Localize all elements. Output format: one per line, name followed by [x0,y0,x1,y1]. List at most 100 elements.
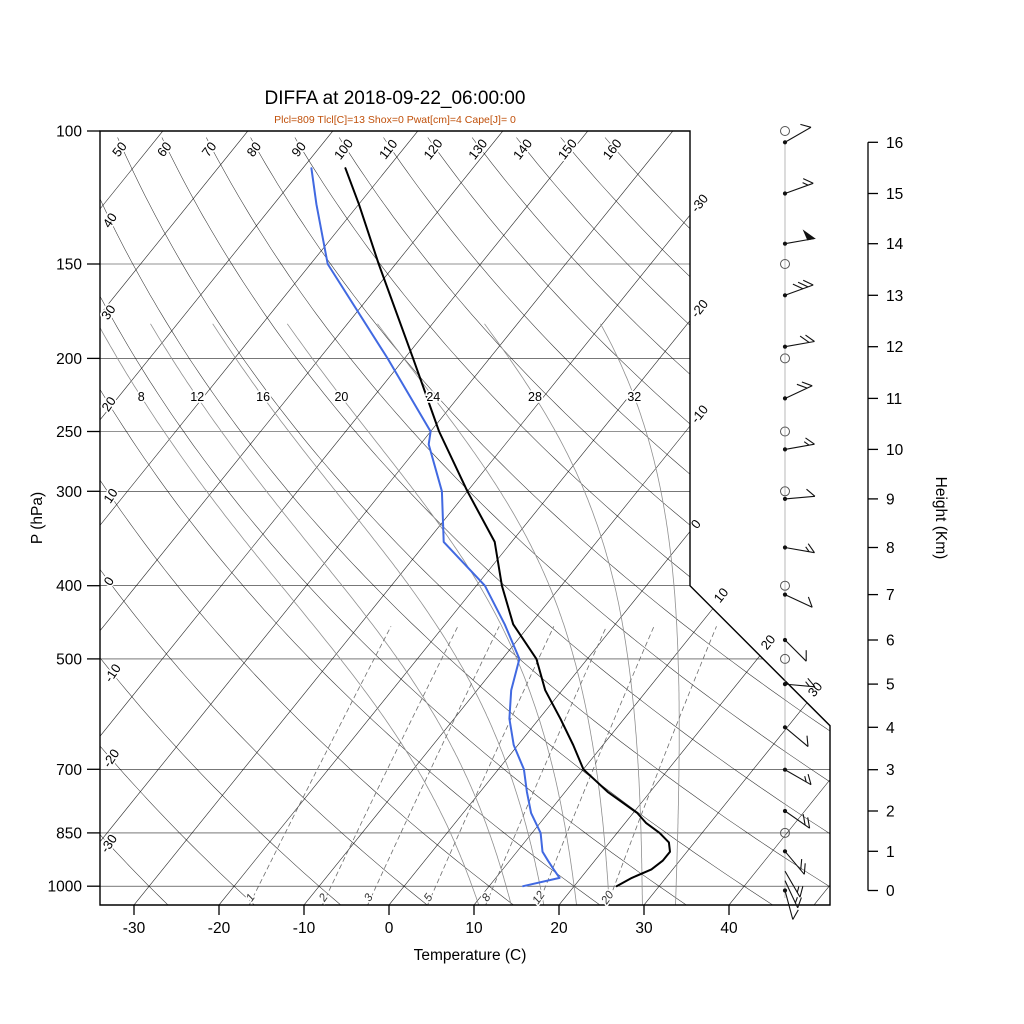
level-circle [780,126,790,136]
height-tick-label: 8 [886,540,895,557]
pressure-tick-label: 200 [56,351,82,368]
height-tick-label: 6 [886,633,895,650]
wind-barb-column [780,123,816,920]
wind-barb [784,543,815,554]
dry-adiabat-grid [100,137,830,905]
height-tick-label: 13 [886,288,903,305]
height-tick-label: 9 [886,491,895,508]
level-dot [782,808,788,814]
temperature-tick-label: 20 [550,920,568,937]
height-tick-label: 16 [886,135,903,152]
mixing-ratio-label: 2 [317,891,331,904]
dry-adiabat-label: 130 [465,136,490,162]
height-tick-label: 12 [886,339,903,356]
dry-adiabat-label: 140 [510,136,535,162]
level-dot [782,496,788,501]
level-dot [782,140,788,145]
isotherm-label: 10 [711,585,732,606]
temperature-curve [344,167,671,888]
pressure-tick-label: 150 [56,257,82,274]
dewpoint-curve [310,167,561,888]
level-dot [782,888,788,893]
pressure-tick-label: 100 [56,124,82,141]
mixing-ratio-label: 3 [362,891,376,904]
wind-barb [784,334,815,348]
wind-barb [784,677,816,688]
isotherm-label: -20 [688,296,711,320]
level-dot [782,592,788,597]
height-tick-label: 10 [886,442,904,459]
dry-adiabat-label: 120 [420,136,445,162]
pressure-tick-label: 300 [56,484,82,501]
moist-adiabat-grid [100,323,680,905]
level-dot [782,344,788,349]
dry-adiabat-label: 110 [376,136,401,162]
isotherm-label: 30 [805,679,826,700]
level-dot [782,637,788,643]
temperature-tick-label: -10 [293,920,316,937]
isotherm-label: -30 [688,191,711,215]
mixing-ratio-label: 1 [244,892,258,904]
level-circle [780,426,790,437]
height-tick-label: 14 [886,236,904,253]
wind-barb [784,639,807,662]
dry-adiabat-label: 50 [109,139,130,160]
dry-adiabat-label: 20 [98,394,119,414]
moist-adiabat-label: 32 [627,390,641,404]
level-circle [780,259,790,269]
wind-barb [784,437,815,450]
level-circle [780,827,790,838]
wind-barb [784,850,806,875]
plot-frame [99,130,831,906]
wind-barb [784,769,812,786]
wind-barb [784,178,814,195]
temperature-tick-label: -30 [123,920,146,937]
chart-subtitle: Plcl=809 Tlcl[C]=13 Shox=0 Pwat[cm]=4 Ca… [274,114,516,126]
level-circle [780,580,790,591]
temperature-tick-label: 40 [720,920,738,937]
level-circle [780,486,790,497]
level-dot [782,447,788,452]
pressure-tick-label: 250 [56,424,82,441]
moist-adiabat-label: 12 [190,390,204,404]
dry-adiabat-label: 100 [331,136,356,162]
wind-barb [784,381,813,399]
moist-adiabat-label: 20 [334,390,348,404]
pressure-tick-label: 700 [56,762,82,779]
pressure-tick-label: 500 [56,651,82,668]
wind-barb [784,890,799,920]
mixing-ratio-label: 8 [480,891,494,904]
wind-barb [784,279,814,296]
height-axis-label: Height (Km) [932,477,949,560]
level-dot [782,396,788,401]
dry-adiabat-label: 30 [98,302,119,322]
temperature-tick-label: 30 [635,920,653,937]
dry-adiabat-label: 160 [600,136,625,162]
dry-adiabat-label: 0 [101,574,117,588]
level-dot [782,682,788,687]
dry-adiabat-label: 150 [555,136,580,162]
height-tick-label: 5 [886,677,895,694]
pressure-tick-label: 1000 [48,879,83,896]
moist-adiabat-label: 28 [528,390,542,404]
wind-barb [784,594,813,608]
level-dot [782,293,788,298]
height-tick-label: 7 [886,587,895,604]
wind-barb [784,229,816,245]
height-tick-label: 1 [886,844,895,861]
level-dot [782,241,788,246]
level-dot [782,767,788,772]
pressure-axis-label: P (hPa) [29,492,46,544]
wind-barb [784,123,812,143]
pressure-tick-label: 850 [56,825,82,842]
pressure-tick-label: 400 [56,578,82,595]
height-tick-label: 3 [886,762,895,779]
wind-barb [784,810,811,829]
sounding-profiles [310,167,671,888]
height-tick-label: 15 [886,186,903,203]
temperature-tick-label: 0 [385,920,394,937]
temperature-tick-label: -20 [208,920,231,937]
dry-adiabat-label: 90 [288,139,309,160]
temperature-tick-label: 10 [465,920,483,937]
